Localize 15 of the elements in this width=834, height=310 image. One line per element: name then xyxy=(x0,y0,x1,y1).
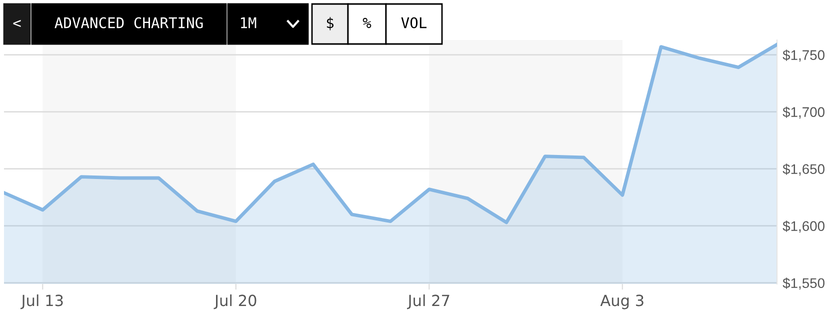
text: VOL xyxy=(401,17,426,28)
text: % xyxy=(362,18,372,28)
text: 1M xyxy=(240,17,256,28)
x-tick-label: Jul 20 xyxy=(214,294,256,310)
y-tick-label: $1,750 xyxy=(782,50,824,62)
y-tick-label: $1,600 xyxy=(782,220,824,233)
y-tick-label: $1,550 xyxy=(782,278,824,290)
text: ADVANCED CHARTING xyxy=(54,17,203,28)
y-tick-label: $1,700 xyxy=(782,106,824,119)
y-tick-label: $1,650 xyxy=(782,164,824,176)
x-tick-label: Jul 13 xyxy=(20,294,63,310)
text: < xyxy=(13,20,21,28)
text: $ xyxy=(326,16,334,30)
x-tick-label: Jul 27 xyxy=(406,294,450,310)
x-tick-label: Aug 3 xyxy=(600,294,644,310)
